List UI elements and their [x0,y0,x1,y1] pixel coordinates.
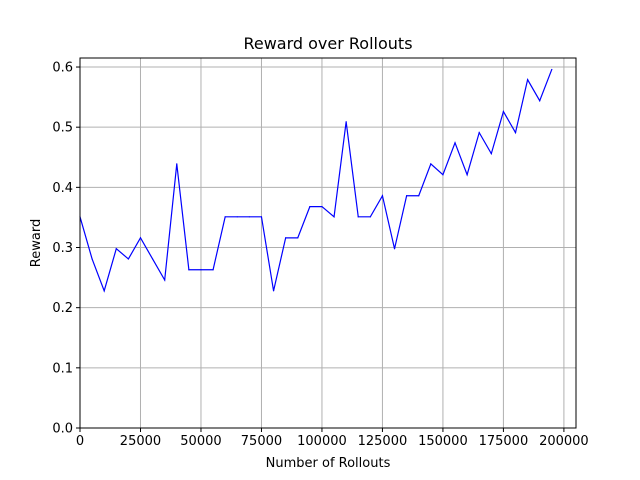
data-point [406,195,408,197]
data-point [442,174,444,176]
data-point [539,100,541,102]
data-point [115,248,117,250]
y-tick-label: 0.3 [52,241,73,256]
x-tick-label: 125000 [358,434,408,449]
data-point [236,216,238,218]
x-tick-label: 175000 [479,434,529,449]
x-axis-label: Number of Rollouts [266,456,391,471]
data-point [514,132,517,134]
y-tick-label: 0.4 [52,181,73,196]
y-tick-label: 0.6 [52,61,73,76]
grid-lines [79,58,576,429]
data-point [345,121,347,123]
data-point [212,269,214,271]
data-point [551,68,553,71]
axis-ticks: 0 25000 50000 75000 100000 125000 150000 175000… [52,61,588,449]
data-point [454,142,456,144]
x-tick-label: 100000 [297,434,347,449]
series-line [79,69,553,293]
data-point [478,132,480,134]
data-point [490,153,492,155]
data-point [139,237,142,239]
data-point [127,258,129,260]
data-point [357,216,359,218]
data-point [527,79,529,81]
plot-frame [79,57,577,429]
data-point [502,110,505,113]
data-point [333,216,335,218]
data-point [200,269,202,271]
data-point [272,290,275,292]
data-point [466,174,468,176]
y-tick-label: 0.0 [52,422,73,437]
data-point [381,195,384,197]
series-layer [79,68,553,293]
data-point [393,248,396,250]
data-point [248,216,250,218]
data-point [321,206,323,208]
data-point [151,258,154,260]
data-point [164,279,166,281]
x-tick-label: 75000 [241,434,282,449]
y-tick-label: 0.2 [52,301,73,316]
data-point [260,216,263,218]
data-point [285,237,287,239]
chart-title: Reward over Rollouts [243,34,412,53]
x-tick-label: 25000 [120,434,161,449]
y-tick-label: 0.5 [52,121,73,136]
data-point [418,195,420,197]
data-point [91,258,93,260]
data-point [369,216,371,218]
x-tick-label: 0 [76,434,84,449]
data-point [297,237,299,239]
y-tick-label: 0.1 [52,361,73,376]
data-point [176,163,178,165]
data-point [430,163,432,165]
y-axis-label: Reward [29,219,44,267]
data-point [188,269,190,271]
x-tick-label: 150000 [418,434,468,449]
x-tick-label: 50000 [180,434,221,449]
x-tick-label: 200000 [539,434,589,449]
data-point [224,216,226,218]
data-point [309,206,311,208]
data-point [103,290,105,292]
